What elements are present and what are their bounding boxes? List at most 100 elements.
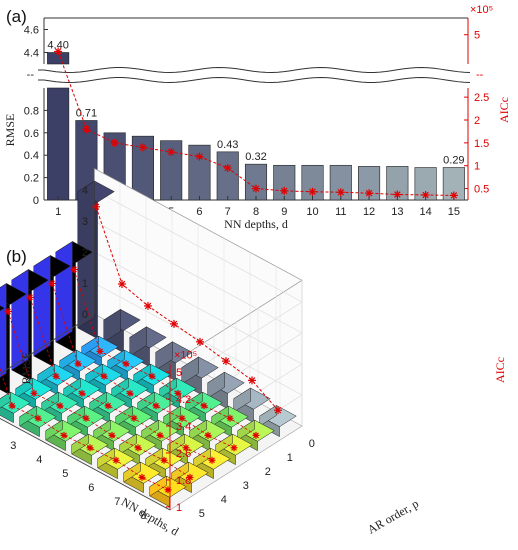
- aicc-marker: [195, 152, 204, 161]
- aicc-marker: [138, 143, 147, 152]
- x-tick-label: 11: [335, 206, 346, 218]
- x-tick-label: 5: [199, 508, 205, 520]
- x-axis-label: AR order, p: [365, 496, 421, 536]
- x-axis-label: NN depths, d: [224, 217, 288, 231]
- aicc-marker-3d: [74, 360, 82, 368]
- y2-tick-label: 1: [474, 161, 480, 173]
- bar-3d: [89, 391, 127, 424]
- aicc-marker-3d: [78, 389, 86, 397]
- aicc-marker-3d: [52, 372, 60, 380]
- aicc-marker-3d: [70, 265, 78, 273]
- z-tick-label: 4: [82, 185, 88, 197]
- z-tick-label: 0: [82, 309, 88, 321]
- break-mark-left: --: [27, 69, 35, 81]
- x-tick-label: 1: [287, 452, 293, 464]
- aicc-marker: [393, 190, 402, 199]
- bar-value-label: 0.71: [76, 107, 97, 119]
- z-axis-label: RMSE: [19, 352, 33, 385]
- aicc-marker-3d: [100, 372, 108, 380]
- aicc-marker-3d: [134, 444, 142, 452]
- bar-value-label: 0.32: [245, 151, 266, 163]
- bar-3d: [181, 356, 219, 396]
- aicc-marker-3d: [92, 202, 100, 211]
- aicc-marker: [223, 164, 232, 172]
- y-tick-label: 7: [114, 496, 120, 508]
- aicc-marker: [280, 186, 289, 195]
- break-mark-right: --: [476, 69, 484, 81]
- aicc-marker-3d: [112, 456, 120, 464]
- bar-3d: [237, 419, 275, 452]
- x-tick-label: 8: [253, 206, 259, 218]
- aicc-marker-3d: [196, 337, 204, 346]
- y-axis-edge: [0, 313, 95, 375]
- aicc-marker-3d: [148, 372, 156, 380]
- y-tick-label: 4.4: [24, 48, 39, 60]
- aicc-marker-3d: [170, 319, 178, 328]
- aicc-marker-3d: [8, 402, 16, 410]
- x-tick-label: 12: [363, 206, 375, 218]
- y2-tick-label: 5: [474, 30, 480, 42]
- aicc-marker-3d: [222, 357, 230, 366]
- y2-tick-label: 2.5: [474, 92, 489, 104]
- y-tick-label: 4.6: [24, 25, 39, 37]
- x-tick-label: 3: [243, 480, 249, 492]
- aicc-marker: [110, 138, 119, 147]
- aicc-marker-3d: [96, 347, 104, 355]
- x-tick-label: 1: [55, 206, 61, 218]
- aicc-marker-3d: [82, 414, 90, 422]
- bar-3d: [141, 419, 179, 452]
- z2-tick-label: 1: [176, 502, 182, 514]
- bar-value-label: 0.29: [443, 155, 464, 167]
- z2-tick-label: 1.8: [176, 475, 191, 487]
- bar-3d: [111, 377, 149, 410]
- break-line-upper: [38, 67, 471, 73]
- y-tick-label: 0.6: [24, 128, 39, 140]
- y-tick-label: 4: [36, 454, 42, 466]
- y-tick-label: 0: [33, 195, 39, 207]
- bar-3d: [45, 419, 83, 452]
- bar-3d: [103, 308, 141, 354]
- aicc-marker: [54, 47, 63, 56]
- aicc-marker-3d: [178, 414, 186, 422]
- aicc-marker-3d: [144, 301, 152, 310]
- x-axis-edge: [0, 417, 171, 511]
- aicc-marker: [449, 191, 458, 200]
- aicc-marker-3d: [138, 473, 146, 481]
- aicc-marker: [308, 187, 317, 196]
- aicc-marker-3d: [248, 376, 256, 385]
- bar-3d: [207, 371, 245, 410]
- z2-tick-label: 3.4: [176, 421, 191, 433]
- aicc-marker-3d: [182, 444, 190, 452]
- aicc-line-3d: [73, 269, 257, 436]
- aicc-marker: [421, 190, 430, 199]
- aicc-line-3d: [95, 206, 279, 411]
- y-tick-label: 8: [140, 510, 146, 522]
- aicc-line-3d: [51, 283, 235, 449]
- x-tick-label: 14: [419, 206, 431, 218]
- aicc-marker-3d: [152, 402, 160, 410]
- y2-axis-label: AICc: [497, 97, 511, 123]
- z-tick-label: 2: [82, 247, 88, 259]
- bar-value-label: 0.43: [217, 139, 238, 151]
- y-axis-label: RMSE: [3, 114, 17, 147]
- aicc-marker: [167, 148, 176, 156]
- aicc-marker-3d: [56, 402, 64, 410]
- aicc-marker-3d: [230, 444, 238, 452]
- z2-axis-label: AICc: [493, 357, 507, 383]
- aicc-line-3d: [0, 367, 169, 491]
- z-tick-label: 3: [82, 216, 88, 228]
- aicc-marker-3d: [174, 389, 182, 397]
- aicc-marker: [336, 188, 345, 197]
- bar-3d: [123, 461, 161, 494]
- z2-exponent: ×10⁵: [174, 349, 197, 361]
- y2-tick-label: 2: [474, 115, 480, 127]
- y2-exponent: ×10⁵: [470, 4, 493, 16]
- y-tick-label: 0.4: [24, 150, 39, 162]
- y2-tick-label: 0.5: [474, 184, 489, 196]
- x-tick-label: 9: [281, 206, 287, 218]
- aicc-line-3d: [7, 311, 191, 478]
- x-tick-label: 0: [309, 438, 315, 450]
- aicc-line-3d: [29, 297, 213, 461]
- aicc-marker-3d: [118, 280, 126, 289]
